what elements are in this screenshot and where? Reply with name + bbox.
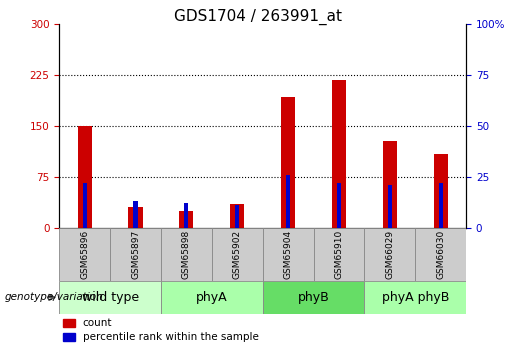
Text: GSM66029: GSM66029 — [385, 230, 394, 279]
Text: GSM65896: GSM65896 — [80, 230, 89, 279]
Bar — [110, 228, 161, 281]
Bar — [82, 183, 87, 228]
Bar — [364, 228, 415, 281]
Bar — [179, 211, 194, 228]
Bar — [59, 228, 110, 281]
Bar — [212, 228, 263, 281]
Text: GSM66030: GSM66030 — [436, 230, 445, 279]
Text: GSM65897: GSM65897 — [131, 230, 140, 279]
Bar — [230, 204, 244, 228]
Bar — [263, 281, 364, 314]
Text: GSM65910: GSM65910 — [334, 230, 344, 279]
Text: phyA: phyA — [196, 291, 228, 304]
Text: phyB: phyB — [298, 291, 330, 304]
Text: percentile rank within the sample: percentile rank within the sample — [82, 332, 259, 342]
Bar — [383, 141, 397, 228]
Text: GSM65904: GSM65904 — [284, 230, 293, 279]
Bar — [128, 207, 143, 228]
Bar — [78, 126, 92, 228]
Bar — [235, 205, 239, 228]
Bar — [434, 155, 448, 228]
Text: GDS1704 / 263991_at: GDS1704 / 263991_at — [174, 9, 341, 25]
Text: genotype/variation: genotype/variation — [5, 293, 104, 302]
Bar — [63, 333, 75, 342]
Bar — [364, 281, 466, 314]
Bar — [184, 203, 188, 228]
Bar — [388, 185, 392, 228]
Bar — [439, 183, 443, 228]
Bar — [59, 281, 161, 314]
Text: phyA phyB: phyA phyB — [382, 291, 449, 304]
Bar — [161, 281, 263, 314]
Bar — [286, 175, 290, 228]
Bar — [332, 80, 346, 228]
Bar — [415, 228, 466, 281]
Text: count: count — [82, 318, 112, 328]
Bar — [281, 97, 295, 228]
Bar — [161, 228, 212, 281]
Bar — [133, 201, 138, 228]
Text: GSM65898: GSM65898 — [182, 230, 191, 279]
Bar — [63, 319, 75, 327]
Bar — [337, 183, 341, 228]
Text: wild type: wild type — [81, 291, 139, 304]
Bar — [263, 228, 314, 281]
Text: GSM65902: GSM65902 — [233, 230, 242, 279]
Bar — [314, 228, 364, 281]
